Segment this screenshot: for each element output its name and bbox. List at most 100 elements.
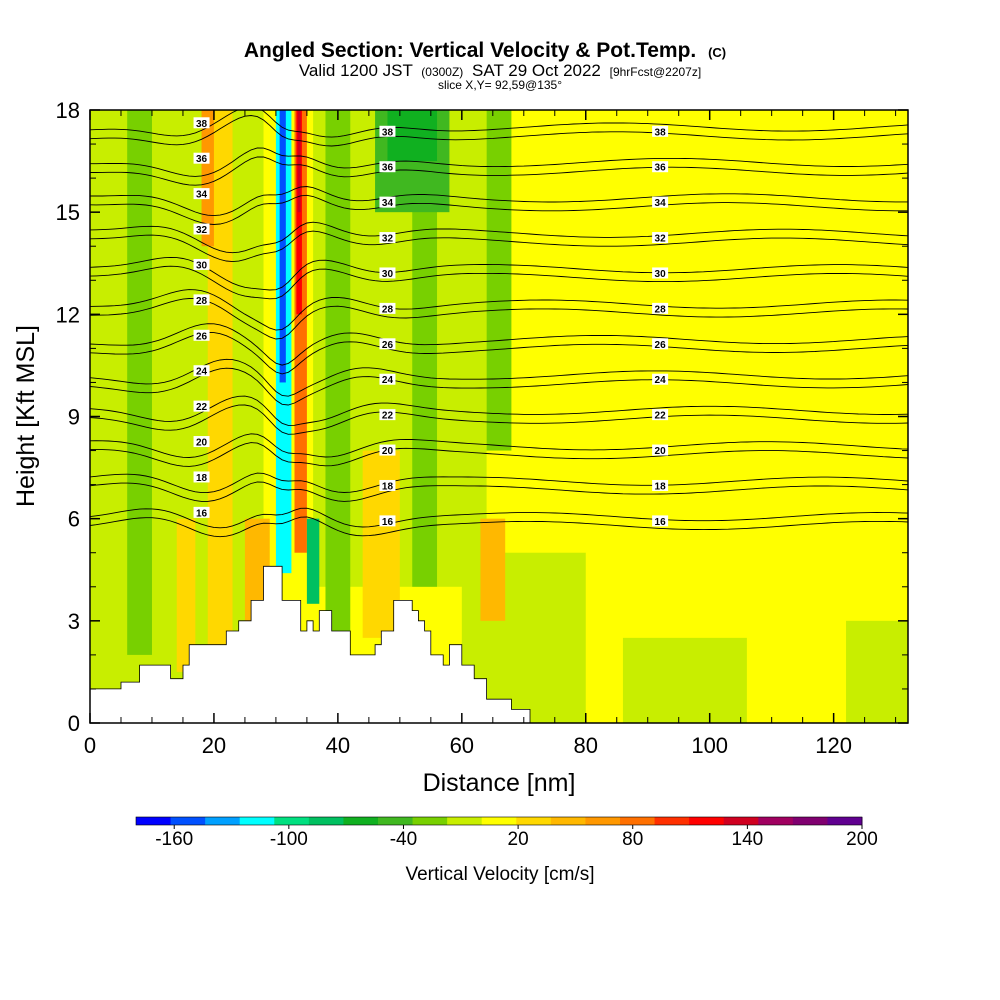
y-tick-label: 6	[68, 507, 80, 532]
y-tick-label: 12	[56, 302, 80, 327]
theta-contour-label: 28	[652, 302, 669, 315]
colorbar-swatch	[792, 817, 828, 825]
theta-contour-line	[90, 433, 908, 458]
svg-text:28: 28	[382, 304, 394, 315]
theta-contour-label: 36	[652, 161, 669, 174]
velocity-cell	[480, 518, 506, 621]
colorbar-swatch	[516, 817, 552, 825]
theta-contour-line	[90, 230, 908, 263]
theta-contour-label: 26	[193, 329, 210, 342]
svg-text:18: 18	[196, 473, 208, 484]
theta-contour-label: 38	[652, 125, 669, 138]
colorbar-tick-label: 140	[732, 829, 764, 850]
theta-contours	[90, 110, 908, 538]
colorbar-swatch	[308, 817, 344, 825]
velocity-cell	[306, 518, 320, 604]
svg-text:20: 20	[382, 446, 394, 457]
theta-contour-label: 22	[652, 409, 669, 422]
svg-text:26: 26	[196, 331, 208, 342]
colorbar-title: Vertical Velocity [cm/s]	[405, 864, 594, 885]
theta-contour-label: 38	[379, 125, 396, 138]
svg-text:24: 24	[382, 375, 394, 386]
svg-text:16: 16	[655, 517, 667, 528]
svg-text:32: 32	[655, 234, 667, 245]
colorbar-swatch	[136, 817, 172, 825]
theta-contour-line	[90, 404, 908, 435]
colorbar-swatch	[412, 817, 448, 825]
colorbar-swatch	[550, 817, 586, 825]
theta-contour-label: 32	[193, 223, 210, 236]
plot-area	[90, 110, 908, 723]
subtitle-fcst: [9hrFcst@2207z]	[610, 65, 702, 79]
theta-contour-line	[90, 147, 908, 177]
chart-title-text: Angled Section: Vertical Velocity & Pot.…	[244, 39, 696, 62]
theta-contour-label: 16	[379, 515, 396, 528]
svg-text:22: 22	[655, 411, 667, 422]
theta-contour-line	[90, 481, 908, 502]
theta-contour-line	[90, 516, 908, 538]
theta-contour-label: 18	[652, 479, 669, 492]
theta-contour-label: 36	[193, 152, 210, 165]
theta-contour-line	[90, 298, 908, 340]
theta-contour-line	[90, 221, 908, 254]
theta-contour-line	[90, 472, 908, 494]
theta-contour-label: 18	[193, 471, 210, 484]
x-tick-label: 120	[815, 733, 852, 758]
terrain-mask	[90, 565, 531, 723]
theta-contour-line	[90, 395, 908, 426]
theta-contour-line	[90, 115, 908, 147]
svg-text:38: 38	[196, 119, 208, 130]
theta-contour-label: 36	[379, 161, 396, 174]
theta-contour-label: 30	[379, 267, 396, 280]
svg-text:38: 38	[655, 127, 667, 138]
colorbar-swatch	[378, 817, 414, 825]
svg-text:28: 28	[655, 304, 667, 315]
svg-text:34: 34	[196, 190, 208, 201]
colorbar-swatch	[585, 817, 621, 825]
velocity-shading	[90, 110, 908, 723]
svg-text:32: 32	[196, 225, 208, 236]
x-tick-label: 0	[84, 733, 96, 758]
y-tick-label: 15	[56, 200, 80, 225]
theta-contour-label: 24	[193, 365, 210, 378]
x-tick-label: 80	[574, 733, 598, 758]
theta-contour-label: 20	[193, 436, 210, 449]
x-tick-label: 40	[326, 733, 350, 758]
theta-contour-label: 18	[379, 479, 396, 492]
colorbar-swatch	[827, 817, 863, 825]
theta-contour-label: 32	[652, 232, 669, 245]
svg-text:16: 16	[196, 508, 208, 519]
colorbar-tick-label: -40	[390, 829, 417, 850]
theta-contour-label: 30	[652, 267, 669, 280]
theta-contour-label: 16	[193, 506, 210, 519]
x-tick-label: 20	[202, 733, 226, 758]
theta-contour-line	[90, 186, 908, 217]
velocity-cell	[297, 110, 301, 213]
theta-contour-label: 20	[652, 444, 669, 457]
colorbar-tick-label: -100	[270, 829, 308, 850]
svg-text:36: 36	[196, 154, 208, 165]
colorbar-tick-label: 80	[622, 829, 643, 850]
colorbar-swatch	[239, 817, 275, 825]
theta-contour-line	[90, 265, 908, 300]
svg-text:30: 30	[655, 269, 667, 280]
svg-text:26: 26	[655, 340, 667, 351]
svg-text:20: 20	[655, 446, 667, 457]
subtitle-utc: (0300Z)	[421, 65, 463, 79]
theta-contour-labels: 16 16 16 18 18 18 20 20 20 22 22 22 24 24 24 26 26 26 28 28…	[193, 117, 669, 528]
theta-contour-label: 22	[193, 400, 210, 413]
subtitle-date: SAT 29 Oct 2022	[472, 61, 601, 80]
colorbar-swatch	[758, 817, 794, 825]
velocity-cell	[622, 637, 747, 723]
colorbar-swatch	[274, 817, 310, 825]
colorbar-swatch	[689, 817, 725, 825]
colorbar-swatch	[447, 817, 483, 825]
theta-contour-line	[90, 289, 908, 331]
x-tick-label: 60	[450, 733, 474, 758]
theta-contour-label: 28	[193, 294, 210, 307]
theta-contour-label: 32	[379, 232, 396, 245]
theta-contour-label: 26	[652, 338, 669, 351]
theta-contour-label: 34	[652, 196, 669, 209]
